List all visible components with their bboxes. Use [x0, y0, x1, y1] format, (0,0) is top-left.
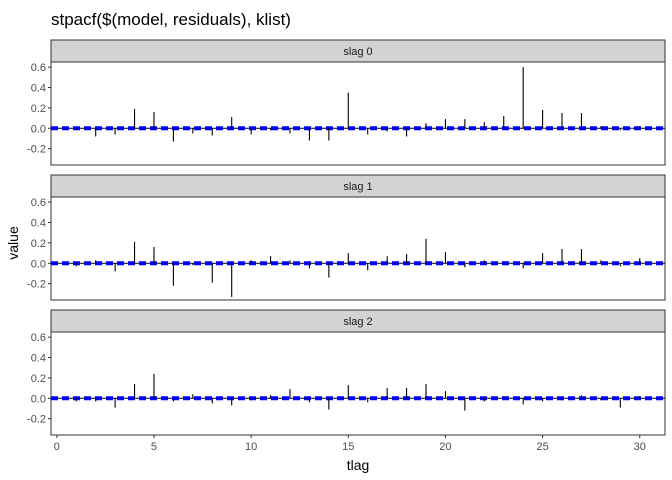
facet-panel-2: slag 2 -0.2 0.0 0.2 0.4 0.6 0 5 10 15 20 25 30	[27, 309, 666, 453]
x-tick-label: 5	[151, 441, 157, 453]
x-tick-label: 20	[439, 441, 451, 453]
y-tick-label: 0.4	[31, 217, 46, 229]
y-tick-label: 0.4	[31, 352, 46, 364]
facet-panel-1: slag 1 -0.2 0.0 0.2 0.4 0.6	[27, 174, 666, 301]
y-tick-label: -0.2	[27, 144, 46, 156]
y-axis-title: value	[5, 226, 21, 260]
y-tick-label: 0.4	[31, 82, 46, 94]
y-tick-label: -0.2	[27, 279, 46, 291]
y-tick-label: 0.6	[31, 62, 46, 74]
y-tick-label: 0.2	[31, 238, 46, 250]
panel-frame	[50, 196, 666, 301]
facet-panel-0: slag 0 -0.2 0.0 0.2 0.4 0.6	[27, 39, 666, 166]
facet-strip-label: slag 0	[343, 46, 372, 58]
x-tick-label: 10	[245, 441, 257, 453]
panel-frame	[50, 61, 666, 166]
facet-panels: slag 0 -0.2 0.0 0.2 0.4 0.6 slag 1 -0.2 0.0 0.2 0.…	[27, 39, 666, 453]
y-tick-label: -0.2	[27, 414, 46, 426]
x-tick-label: 25	[536, 441, 548, 453]
y-tick-label: 0.6	[31, 197, 46, 209]
y-tick-label: 0.0	[31, 393, 46, 405]
x-tick-label: 15	[342, 441, 354, 453]
y-tick-label: 0.0	[31, 258, 46, 270]
facet-strip-label: slag 2	[343, 316, 372, 328]
chart-title: stpacf($(model, residuals), klist)	[51, 10, 291, 29]
x-tick-label: 0	[54, 441, 60, 453]
facet-strip-label: slag 1	[343, 181, 372, 193]
x-tick-label: 30	[634, 441, 646, 453]
x-axis-title: tlag	[347, 457, 370, 473]
y-tick-label: 0.2	[31, 103, 46, 115]
y-tick-label: 0.2	[31, 373, 46, 385]
y-tick-label: 0.0	[31, 123, 46, 135]
panel-frame	[50, 331, 666, 436]
y-tick-label: 0.6	[31, 332, 46, 344]
